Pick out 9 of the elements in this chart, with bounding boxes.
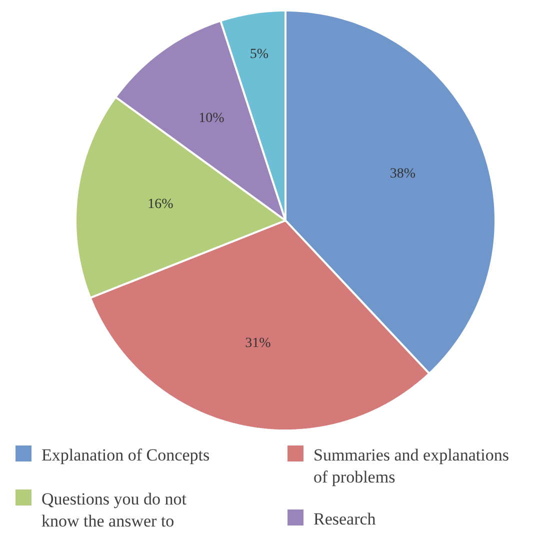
data-label: 5% xyxy=(250,47,269,62)
legend-label: Explanation of Concepts xyxy=(42,446,210,464)
data-label: 16% xyxy=(148,197,174,212)
legend-label: Summaries and explanations of problems xyxy=(314,446,509,486)
data-label: 38% xyxy=(390,166,416,182)
legend-label: Research xyxy=(314,510,376,528)
data-label: 31% xyxy=(245,336,272,351)
data-label: 10% xyxy=(198,111,225,126)
legend-label: Questions you do not know the answer to xyxy=(42,490,187,530)
